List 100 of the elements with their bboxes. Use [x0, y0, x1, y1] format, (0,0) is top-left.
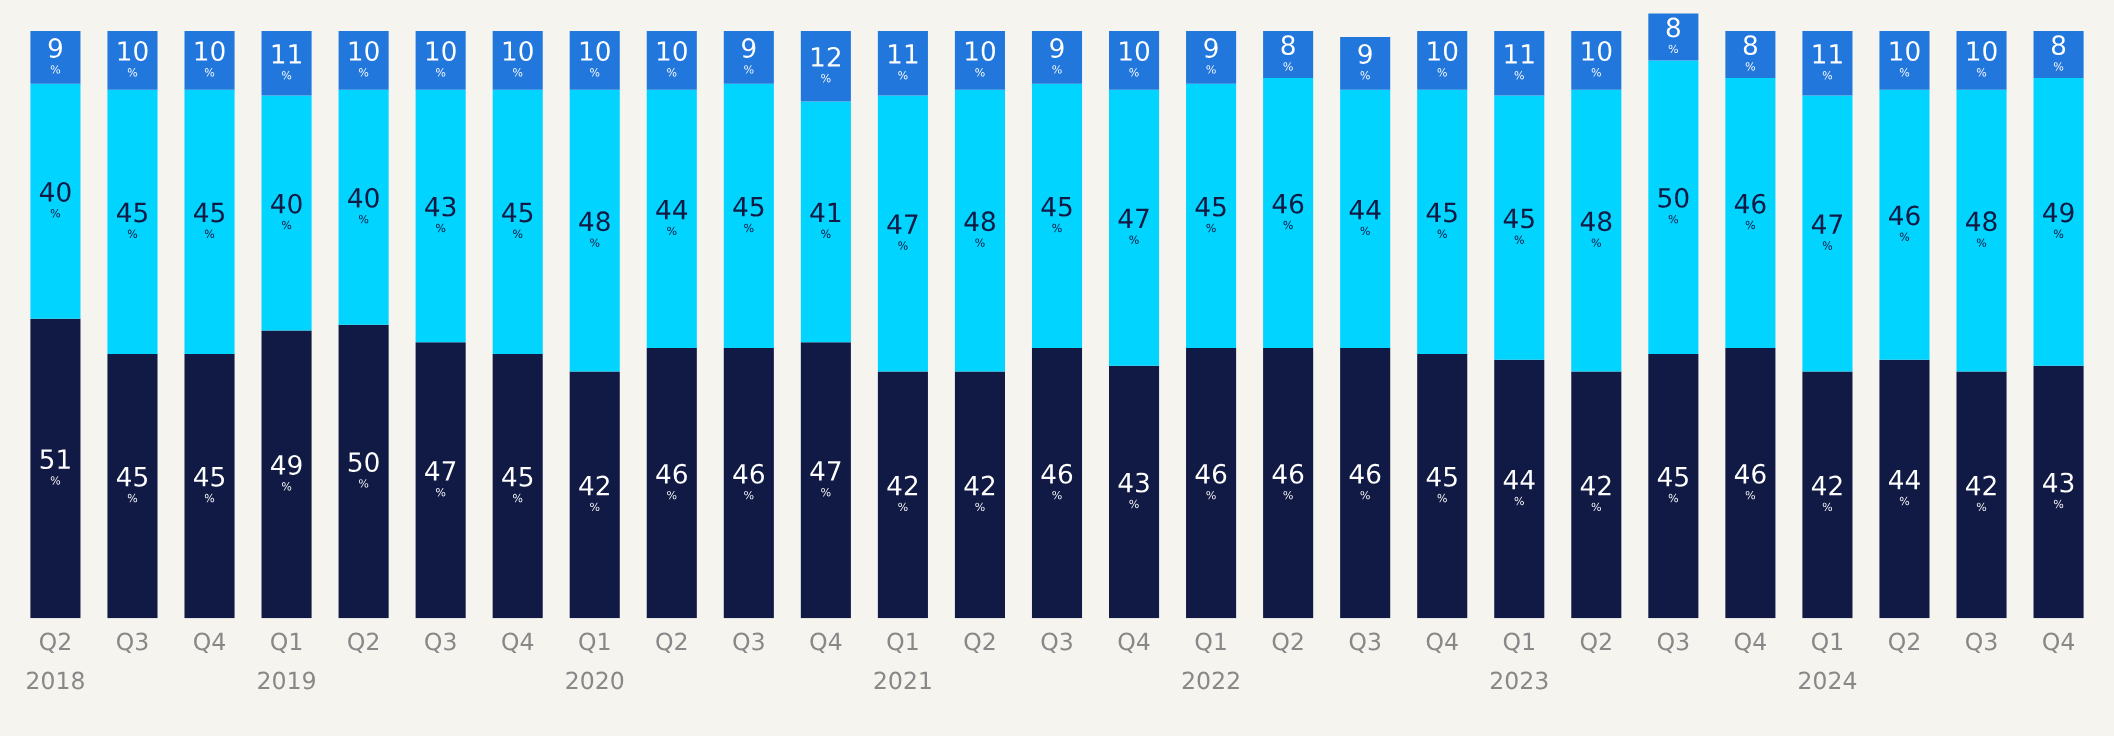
data-label: 10 % — [657, 41, 687, 77]
x-tick-label: Q3 — [733, 632, 764, 654]
bar — [877, 31, 928, 96]
bar — [877, 371, 928, 619]
data-label: 44 % — [1503, 470, 1535, 506]
bar — [1879, 359, 1930, 619]
data-label: 42 % — [1811, 475, 1842, 512]
x-tick-label: Q1 2024 — [1799, 632, 1857, 690]
data-label: 51 % — [40, 449, 70, 485]
bar — [1956, 89, 2007, 372]
bar — [1648, 13, 1699, 61]
bar — [954, 371, 1005, 619]
bar — [30, 318, 81, 619]
data-label: 40 % — [348, 187, 379, 224]
bar — [1417, 31, 1468, 90]
x-tick-label: Q4 — [194, 632, 225, 654]
x-tick-label: Q1 2022 — [1182, 632, 1239, 690]
data-label: 42 % — [1580, 475, 1611, 512]
bar — [954, 31, 1005, 90]
data-label: 46 % — [733, 463, 764, 500]
data-label: 47 % — [1811, 214, 1842, 250]
x-tick-label: Q3 — [1349, 632, 1381, 654]
x-tick-label: Q2 — [1272, 632, 1303, 654]
bar — [184, 31, 235, 90]
data-label: 49 % — [2043, 202, 2074, 239]
x-tick-label: Q4 — [1118, 632, 1150, 654]
bar — [1263, 348, 1314, 619]
bar — [1109, 31, 1160, 90]
data-label: 46 % — [656, 463, 687, 500]
bar — [800, 101, 851, 343]
data-label: 50 % — [348, 452, 379, 488]
bar — [184, 353, 235, 619]
bar — [1263, 78, 1314, 349]
bar — [1571, 371, 1622, 619]
data-label: 46 % — [1888, 205, 1920, 241]
bar — [261, 330, 312, 619]
bar — [1879, 31, 1930, 90]
data-label: 11 % — [889, 44, 918, 80]
bar — [1186, 83, 1237, 349]
bar — [723, 83, 774, 349]
data-label: 9 % — [742, 38, 756, 74]
x-tick-label: Q1 2023 — [1490, 632, 1548, 690]
bar — [1340, 89, 1391, 349]
x-tick-label: Q4 — [810, 632, 842, 654]
x-tick-label: Q2 — [1580, 632, 1611, 654]
data-label: 9 % — [1358, 43, 1372, 80]
data-label: 46 % — [1734, 463, 1766, 500]
bar — [1417, 353, 1468, 619]
data-label: 40 % — [271, 193, 302, 230]
data-label: 42 % — [579, 475, 609, 512]
data-label: 45 % — [733, 196, 764, 233]
x-tick-label: Q4 — [502, 632, 534, 654]
bar — [646, 89, 697, 349]
bar — [1648, 60, 1699, 354]
bar — [569, 371, 620, 619]
data-label: 49 % — [271, 455, 302, 491]
x-tick-label: Q4 — [1734, 632, 1766, 654]
bar — [646, 31, 697, 90]
x-tick-label: Q1 2020 — [566, 632, 624, 690]
data-label: 12 % — [811, 46, 841, 83]
data-label: 44 % — [1349, 199, 1381, 236]
bar — [1879, 89, 1930, 360]
bar — [1417, 89, 1468, 354]
bar — [261, 31, 312, 96]
data-label: 11 % — [272, 44, 301, 80]
data-label: 47 % — [887, 214, 918, 250]
data-label: 50 % — [1658, 187, 1689, 224]
bar — [2033, 78, 2084, 366]
data-label: 10 % — [1890, 41, 1920, 77]
bar — [107, 89, 158, 354]
bar — [1031, 348, 1083, 619]
data-label: 48 % — [1966, 211, 1997, 247]
data-label: 43 % — [425, 196, 456, 233]
bar — [1494, 31, 1545, 96]
bar — [30, 31, 81, 84]
data-label: 42 % — [1966, 475, 1996, 512]
bar — [107, 31, 158, 90]
bar — [1802, 371, 1853, 619]
bar — [1494, 359, 1545, 619]
bar — [415, 89, 466, 343]
data-label: 45 % — [502, 202, 533, 239]
x-tick-label: Q2 — [656, 632, 687, 654]
data-label: 45 % — [1657, 467, 1688, 503]
data-label: 45 % — [1041, 196, 1072, 233]
bar — [1031, 83, 1083, 349]
data-label: 10 % — [1120, 41, 1150, 77]
data-label: 10 % — [195, 41, 225, 77]
bar — [338, 31, 389, 90]
data-label: 45 % — [194, 467, 225, 503]
x-tick-label: Q3 — [1966, 632, 1997, 654]
data-label: 46 % — [1734, 193, 1766, 230]
x-tick-label: Q2 — [348, 632, 379, 654]
data-label: 10 % — [580, 41, 610, 77]
data-label: 46 % — [1195, 463, 1227, 500]
x-tick-label: Q1 2019 — [258, 632, 315, 690]
x-tick-label: Q4 — [2043, 632, 2075, 654]
bar — [2033, 365, 2084, 619]
data-label: 11 % — [1813, 44, 1842, 80]
x-tick-label: Q3 — [117, 632, 148, 654]
bar — [1571, 89, 1622, 372]
